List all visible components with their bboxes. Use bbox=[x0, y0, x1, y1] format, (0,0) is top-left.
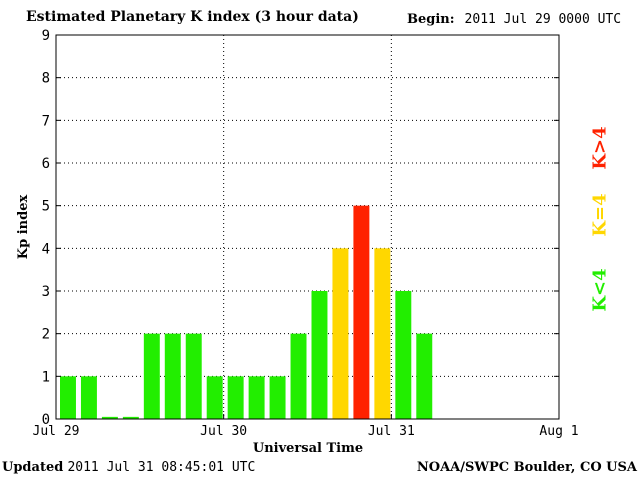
x-axis-label: Universal Time bbox=[253, 441, 363, 456]
kp-bar bbox=[122, 416, 139, 419]
x-tick-label: Jul 30 bbox=[200, 424, 247, 439]
kp-bar bbox=[353, 205, 370, 419]
x-ticks: Jul 29 Jul 30 Jul 31 Aug 1 bbox=[33, 414, 579, 439]
kp-bar bbox=[80, 376, 97, 419]
y-tick-label: 6 bbox=[42, 156, 50, 172]
y-ticks: 0 1 2 3 4 5 6 7 8 9 bbox=[42, 28, 559, 428]
chart-title: Estimated Planetary K index (3 hour data… bbox=[26, 9, 359, 25]
plot-frame bbox=[55, 34, 560, 420]
x-tick-label: Jul 29 bbox=[33, 424, 80, 439]
y-tick-label: 0 bbox=[42, 412, 50, 428]
x-tick-label: Jul 31 bbox=[368, 424, 415, 439]
kp-bar bbox=[332, 248, 349, 419]
kp-bar bbox=[164, 333, 181, 419]
kp-bar bbox=[227, 376, 244, 419]
updated-info: Updated 2011 Jul 31 08:45:01 UTC bbox=[2, 460, 255, 475]
kp-bar bbox=[395, 291, 412, 419]
kp-bar bbox=[269, 376, 286, 419]
kp-bar bbox=[185, 333, 202, 419]
kp-bar bbox=[416, 333, 433, 419]
kp-bar bbox=[290, 333, 307, 419]
kp-bar bbox=[101, 416, 118, 419]
legend-equal-label: K=4 bbox=[589, 193, 611, 237]
legend-above-label: K>4 bbox=[589, 126, 611, 170]
kp-bar bbox=[143, 333, 160, 419]
y-tick-label: 3 bbox=[42, 284, 50, 300]
kp-bar bbox=[248, 376, 265, 419]
kp-bar bbox=[311, 291, 328, 419]
y-tick-label: 1 bbox=[42, 369, 50, 385]
begin-value: 2011 Jul 29 0000 UTC bbox=[464, 12, 622, 27]
y-tick-label: 9 bbox=[42, 28, 50, 44]
y-tick-label: 2 bbox=[42, 327, 50, 343]
kp-bar bbox=[206, 376, 223, 419]
updated-value: 2011 Jul 31 08:45:01 UTC bbox=[67, 460, 256, 475]
legend-below-label: K<4 bbox=[589, 268, 611, 312]
bars bbox=[60, 205, 433, 419]
y-tick-label: 4 bbox=[42, 241, 50, 257]
y-tick-label: 8 bbox=[42, 71, 50, 87]
x-tick-label: Aug 1 bbox=[539, 424, 578, 439]
begin-info: Begin: 2011 Jul 29 0000 UTC bbox=[407, 12, 621, 27]
y-tick-label: 7 bbox=[42, 113, 50, 129]
y-axis-label: Kp index bbox=[16, 195, 31, 260]
grid-lines bbox=[56, 35, 559, 419]
y-tick-label: 5 bbox=[42, 199, 50, 215]
kp-bar bbox=[374, 248, 391, 419]
credit-text: NOAA/SWPC Boulder, CO USA bbox=[416, 460, 637, 475]
updated-label: Updated bbox=[2, 460, 64, 475]
kp-bar bbox=[60, 376, 76, 419]
begin-label: Begin: bbox=[407, 12, 455, 27]
